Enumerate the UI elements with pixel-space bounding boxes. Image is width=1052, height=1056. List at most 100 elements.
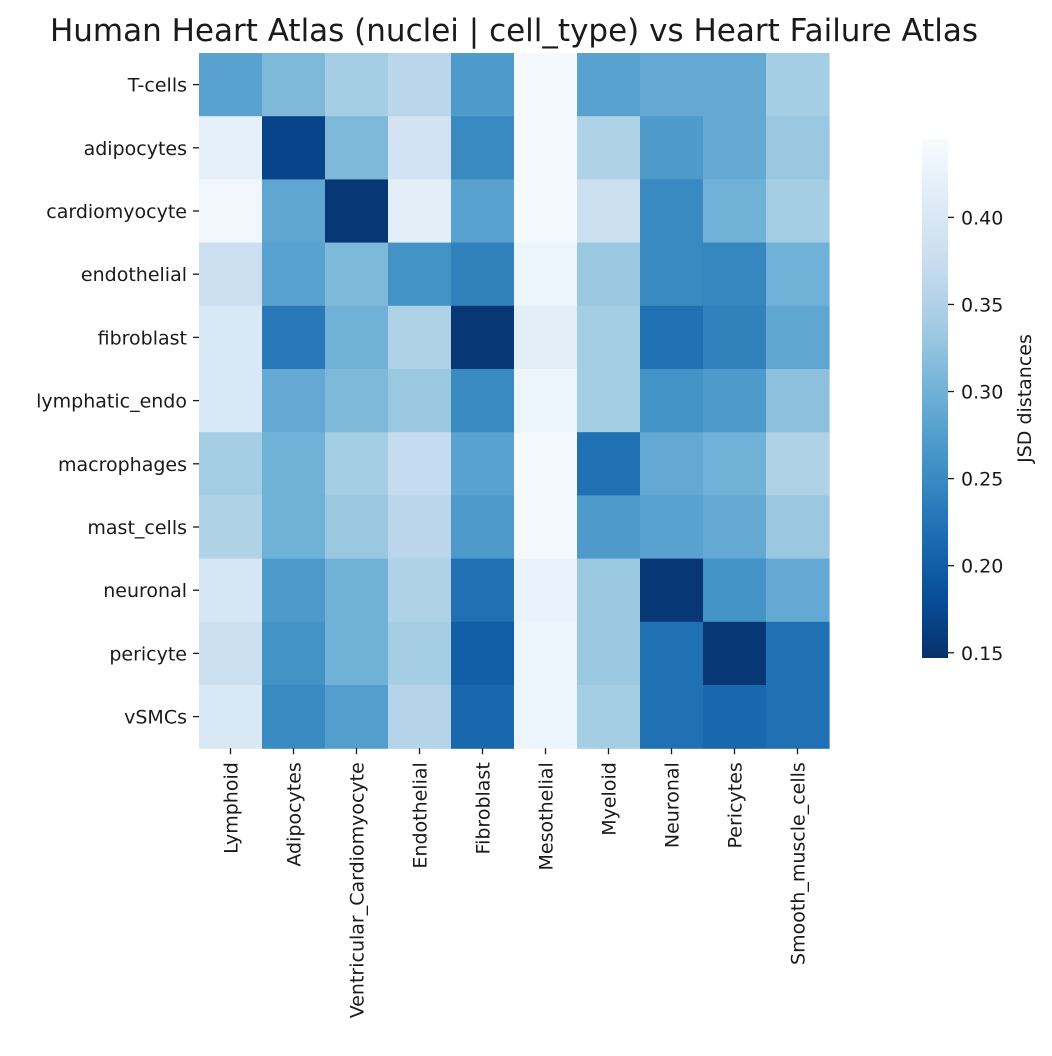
heatmap-cell xyxy=(640,685,704,749)
column-label: Smooth_muscle_cells xyxy=(788,762,810,965)
heatmap-cell xyxy=(325,305,389,370)
heatmap-cell xyxy=(577,116,641,180)
heatmap-cell xyxy=(766,558,830,623)
heatmap-cell xyxy=(388,558,452,623)
heatmap-cell xyxy=(388,53,452,117)
heatmap-cell xyxy=(640,116,704,180)
heatmap-cell xyxy=(451,116,515,180)
heatmap-cell xyxy=(199,242,263,307)
row-label: T-cells xyxy=(127,75,187,97)
colorbar-tick-label: 0.35 xyxy=(961,294,1003,316)
heatmap-cell xyxy=(388,242,452,307)
heatmap-cell xyxy=(514,242,578,307)
heatmap-cell xyxy=(451,685,515,749)
row-label: lymphatic_endo xyxy=(36,391,187,413)
column-label: Endothelial xyxy=(410,762,432,868)
heatmap-cell xyxy=(640,495,704,560)
heatmap-cell xyxy=(325,432,389,496)
heatmap-cell xyxy=(577,53,641,117)
heatmap-cell xyxy=(703,621,767,686)
heatmap-cell xyxy=(388,179,452,244)
heatmap-cell xyxy=(388,621,452,686)
heatmap-cell xyxy=(262,432,326,496)
heatmap-cell xyxy=(514,305,578,370)
heatmap-cell xyxy=(325,495,389,560)
heatmap-cell xyxy=(640,305,704,370)
heatmap-cell xyxy=(703,369,767,433)
heatmap-cell xyxy=(325,179,389,244)
heatmap-cell xyxy=(262,116,326,180)
row-label: pericyte xyxy=(109,643,187,665)
heatmap-cell xyxy=(640,53,704,117)
heatmap-cell xyxy=(577,242,641,307)
heatmap-cell xyxy=(703,432,767,496)
colorbar-tick-label: 0.20 xyxy=(961,556,1003,578)
row-label: mast_cells xyxy=(87,517,187,539)
heatmap-cell xyxy=(199,305,263,370)
heatmap-cell xyxy=(451,432,515,496)
heatmap-cell xyxy=(388,305,452,370)
heatmap-cell xyxy=(451,495,515,560)
column-label: Pericytes xyxy=(725,762,747,848)
heatmap-cell xyxy=(577,369,641,433)
heatmap-cell xyxy=(514,495,578,560)
heatmap-cell xyxy=(577,179,641,244)
heatmap-cell xyxy=(262,495,326,560)
heatmap-cell xyxy=(766,621,830,686)
row-labels: T-cells adipocytes cardiomyocyte endothelia… xyxy=(36,75,199,729)
heatmap-cell xyxy=(766,685,830,749)
column-label: Neuronal xyxy=(662,762,684,848)
heatmap-cell xyxy=(199,369,263,433)
heatmap-cell xyxy=(199,621,263,686)
heatmap-cell xyxy=(199,495,263,560)
heatmap-cell xyxy=(640,621,704,686)
heatmap-cell xyxy=(262,685,326,749)
row-label: adipocytes xyxy=(84,138,187,160)
heatmap-cell xyxy=(325,369,389,433)
heatmap-cell xyxy=(199,558,263,623)
heatmap-cell xyxy=(514,621,578,686)
heatmap-cell xyxy=(199,179,263,244)
heatmap-cell xyxy=(577,305,641,370)
heatmap-cell xyxy=(766,305,830,370)
heatmap-cell xyxy=(451,621,515,686)
colorbar: 0.15 0.20 0.25 0.30 0.35 0.40 JSD distances xyxy=(922,139,1036,665)
heatmap-cell xyxy=(388,685,452,749)
heatmap-cell xyxy=(388,369,452,433)
row-label: cardiomyocyte xyxy=(46,201,187,223)
heatmap-cell xyxy=(703,495,767,560)
heatmap-cell xyxy=(640,432,704,496)
heatmap-cell xyxy=(514,53,578,117)
heatmap-cell xyxy=(703,116,767,180)
row-label: vSMCs xyxy=(124,707,187,729)
heatmap-cell xyxy=(766,495,830,560)
row-label: fibroblast xyxy=(98,327,187,349)
heatmap-cell xyxy=(766,116,830,180)
heatmap-cell xyxy=(577,558,641,623)
heatmap-cell xyxy=(766,179,830,244)
heatmap-cell xyxy=(577,495,641,560)
heatmap-cell xyxy=(514,179,578,244)
heatmap-cell xyxy=(262,369,326,433)
heatmap-cell xyxy=(577,685,641,749)
heatmap-cell xyxy=(199,116,263,180)
heatmap-cell xyxy=(514,432,578,496)
heatmap-cell xyxy=(703,558,767,623)
column-label: Mesothelial xyxy=(536,762,558,870)
heatmap-cell xyxy=(703,179,767,244)
heatmap-cell xyxy=(577,432,641,496)
heatmap-cell xyxy=(325,242,389,307)
colorbar-gradient xyxy=(922,139,948,658)
column-labels: Lymphoid Adipocytes Ventricular_Cardiomyoc… xyxy=(221,748,810,1018)
heatmap-cell xyxy=(262,621,326,686)
heatmap-cell xyxy=(199,53,263,117)
heatmap-cell xyxy=(514,685,578,749)
heatmap-cell xyxy=(514,369,578,433)
heatmap-cell xyxy=(451,305,515,370)
heatmap-cell xyxy=(388,432,452,496)
heatmap-cell xyxy=(262,53,326,117)
colorbar-tick-label: 0.25 xyxy=(961,469,1003,491)
colorbar-tick-label: 0.40 xyxy=(961,207,1003,229)
colorbar-label: JSD distances xyxy=(1014,334,1036,464)
